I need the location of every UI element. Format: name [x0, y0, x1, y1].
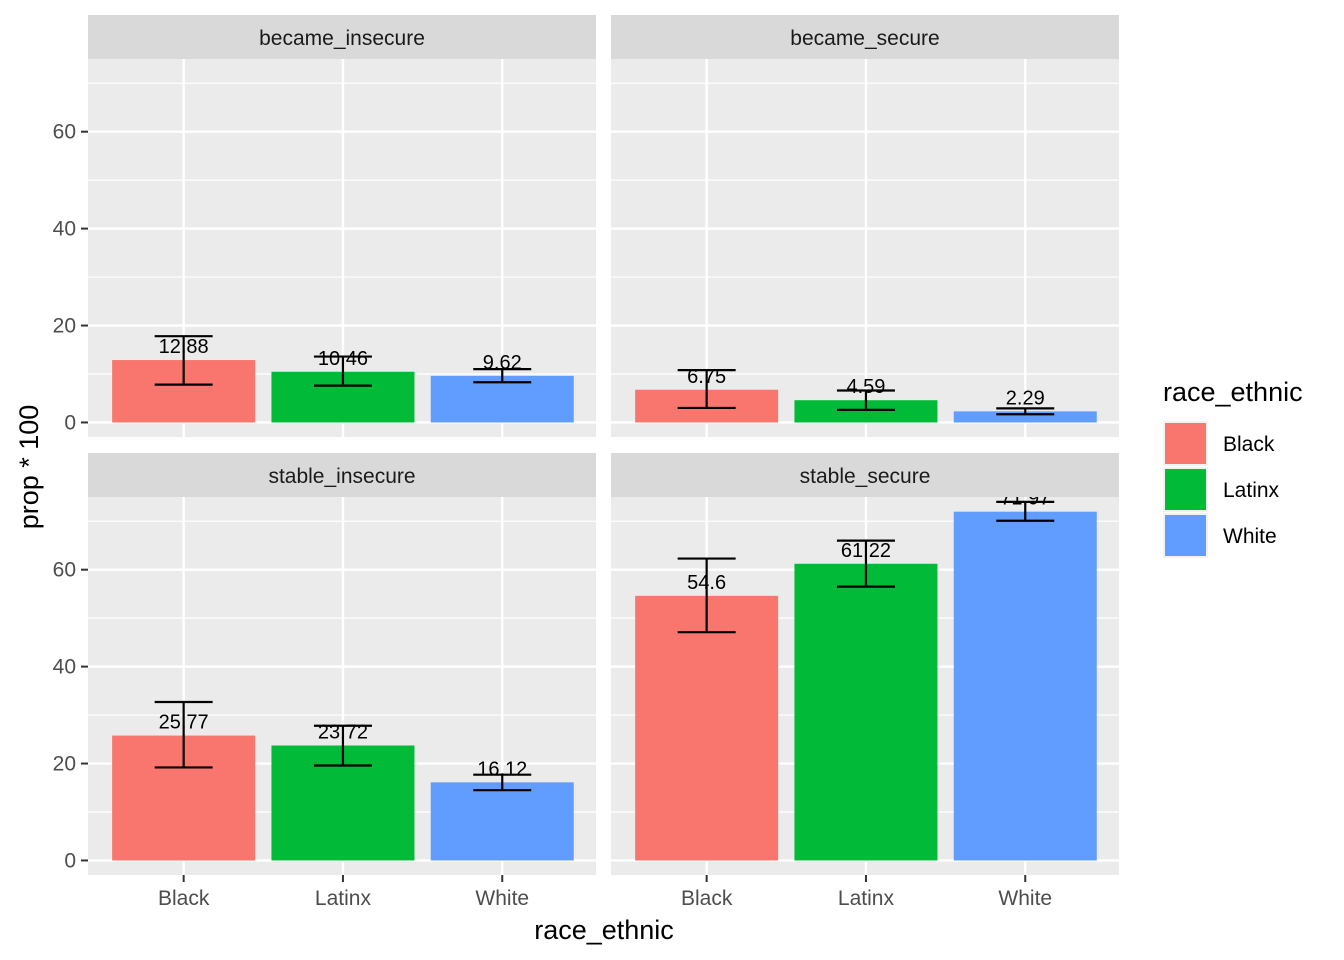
panel-plot-area: 54.6 61.22 71.97 [611, 488, 1119, 875]
y-tick-label: 0 [64, 849, 76, 872]
data-label: 61.22 [841, 540, 891, 562]
legend-item-black: Black [1163, 421, 1275, 466]
y-tick-label: 20 [53, 315, 76, 338]
y-tick-label: 60 [53, 559, 76, 582]
data-label: 10.46 [318, 348, 368, 370]
data-label: 25.77 [159, 712, 209, 734]
error-bar [473, 773, 532, 792]
y-tick-label: 40 [53, 218, 76, 241]
legend-label: White [1223, 525, 1277, 548]
x-axes: Black Latinx White Black Latinx White [158, 875, 1052, 910]
data-label: 16.12 [477, 758, 527, 780]
legend: race_ethnic Black Latinx White [1163, 377, 1303, 558]
facet-panels: became_insecure 12.88 10.46 9.62 became_secu… [88, 15, 1119, 875]
error-bar [313, 355, 372, 387]
y-tick-label: 40 [53, 656, 76, 679]
facet-stable_insecure: stable_insecure 25.77 23.72 16.12 [88, 453, 596, 875]
bar-white [430, 782, 574, 861]
error-bar [996, 407, 1055, 416]
legend-entries: Black Latinx White [1163, 421, 1280, 558]
data-label: 2.29 [1006, 387, 1045, 409]
data-label: 4.59 [846, 376, 885, 398]
facet-became_insecure: became_insecure 12.88 10.46 9.62 [88, 15, 596, 437]
facet-strip [88, 15, 596, 59]
legend-title: race_ethnic [1163, 377, 1303, 407]
x-axis-title: race_ethnic [534, 915, 674, 945]
facet-strip-label: became_secure [790, 27, 939, 50]
data-label: 71.97 [1000, 488, 1050, 510]
facet-strip [611, 15, 1119, 59]
bar-white [430, 375, 574, 423]
error-bar [154, 335, 213, 386]
legend-label: Latinx [1223, 479, 1280, 502]
panel-plot-area: 12.88 10.46 9.62 [88, 59, 596, 437]
facet-strip [88, 453, 596, 497]
error-bar [473, 368, 532, 384]
bar-latinx [794, 563, 938, 861]
panel-plot-area: 25.77 23.72 16.12 [88, 497, 596, 875]
data-label: 23.72 [318, 722, 368, 744]
error-bar [677, 369, 736, 410]
legend-item-white: White [1163, 513, 1277, 558]
y-tick-label: 0 [64, 411, 76, 434]
bar-white [953, 411, 1097, 423]
facet-strip-label: became_insecure [259, 27, 425, 50]
legend-swatch [1165, 423, 1206, 464]
facet-strip-label: stable_insecure [268, 465, 415, 488]
x-tick-label: White [998, 887, 1052, 910]
panel-plot-area: 6.75 4.59 2.29 [611, 59, 1119, 437]
legend-item-latinx: Latinx [1163, 467, 1280, 512]
facet-became_secure: became_secure 6.75 4.59 2.29 [611, 15, 1119, 437]
data-label: 9.62 [483, 352, 522, 374]
error-bar [154, 700, 213, 769]
x-tick-label: Black [681, 887, 733, 910]
error-bar [836, 539, 895, 588]
legend-label: Black [1223, 433, 1275, 456]
x-tick-label: White [475, 887, 529, 910]
x-tick-label: Black [158, 887, 210, 910]
error-bar [313, 724, 372, 767]
bar-white [953, 511, 1097, 861]
data-label: 6.75 [687, 366, 726, 388]
x-tick-label: Latinx [315, 887, 372, 910]
y-tick-label: 60 [53, 121, 76, 144]
facet-strip [611, 453, 1119, 497]
bar-latinx [794, 400, 938, 423]
error-bar [677, 557, 736, 634]
error-bar [836, 389, 895, 411]
data-label: 12.88 [159, 336, 209, 358]
x-tick-label: Latinx [838, 887, 895, 910]
facet-strip-label: stable_secure [800, 465, 931, 488]
y-tick-label: 20 [53, 753, 76, 776]
y-axes: 0 20 40 60 0 20 40 60 [53, 121, 88, 872]
legend-swatch [1165, 469, 1206, 510]
legend-swatch [1165, 515, 1206, 556]
facet-stable_secure: stable_secure 54.6 61.22 71.97 [611, 453, 1119, 875]
data-label: 54.6 [687, 572, 726, 594]
bar-black [635, 595, 779, 861]
error-bar [996, 500, 1055, 522]
y-axis-title: prop * 100 [14, 405, 44, 530]
